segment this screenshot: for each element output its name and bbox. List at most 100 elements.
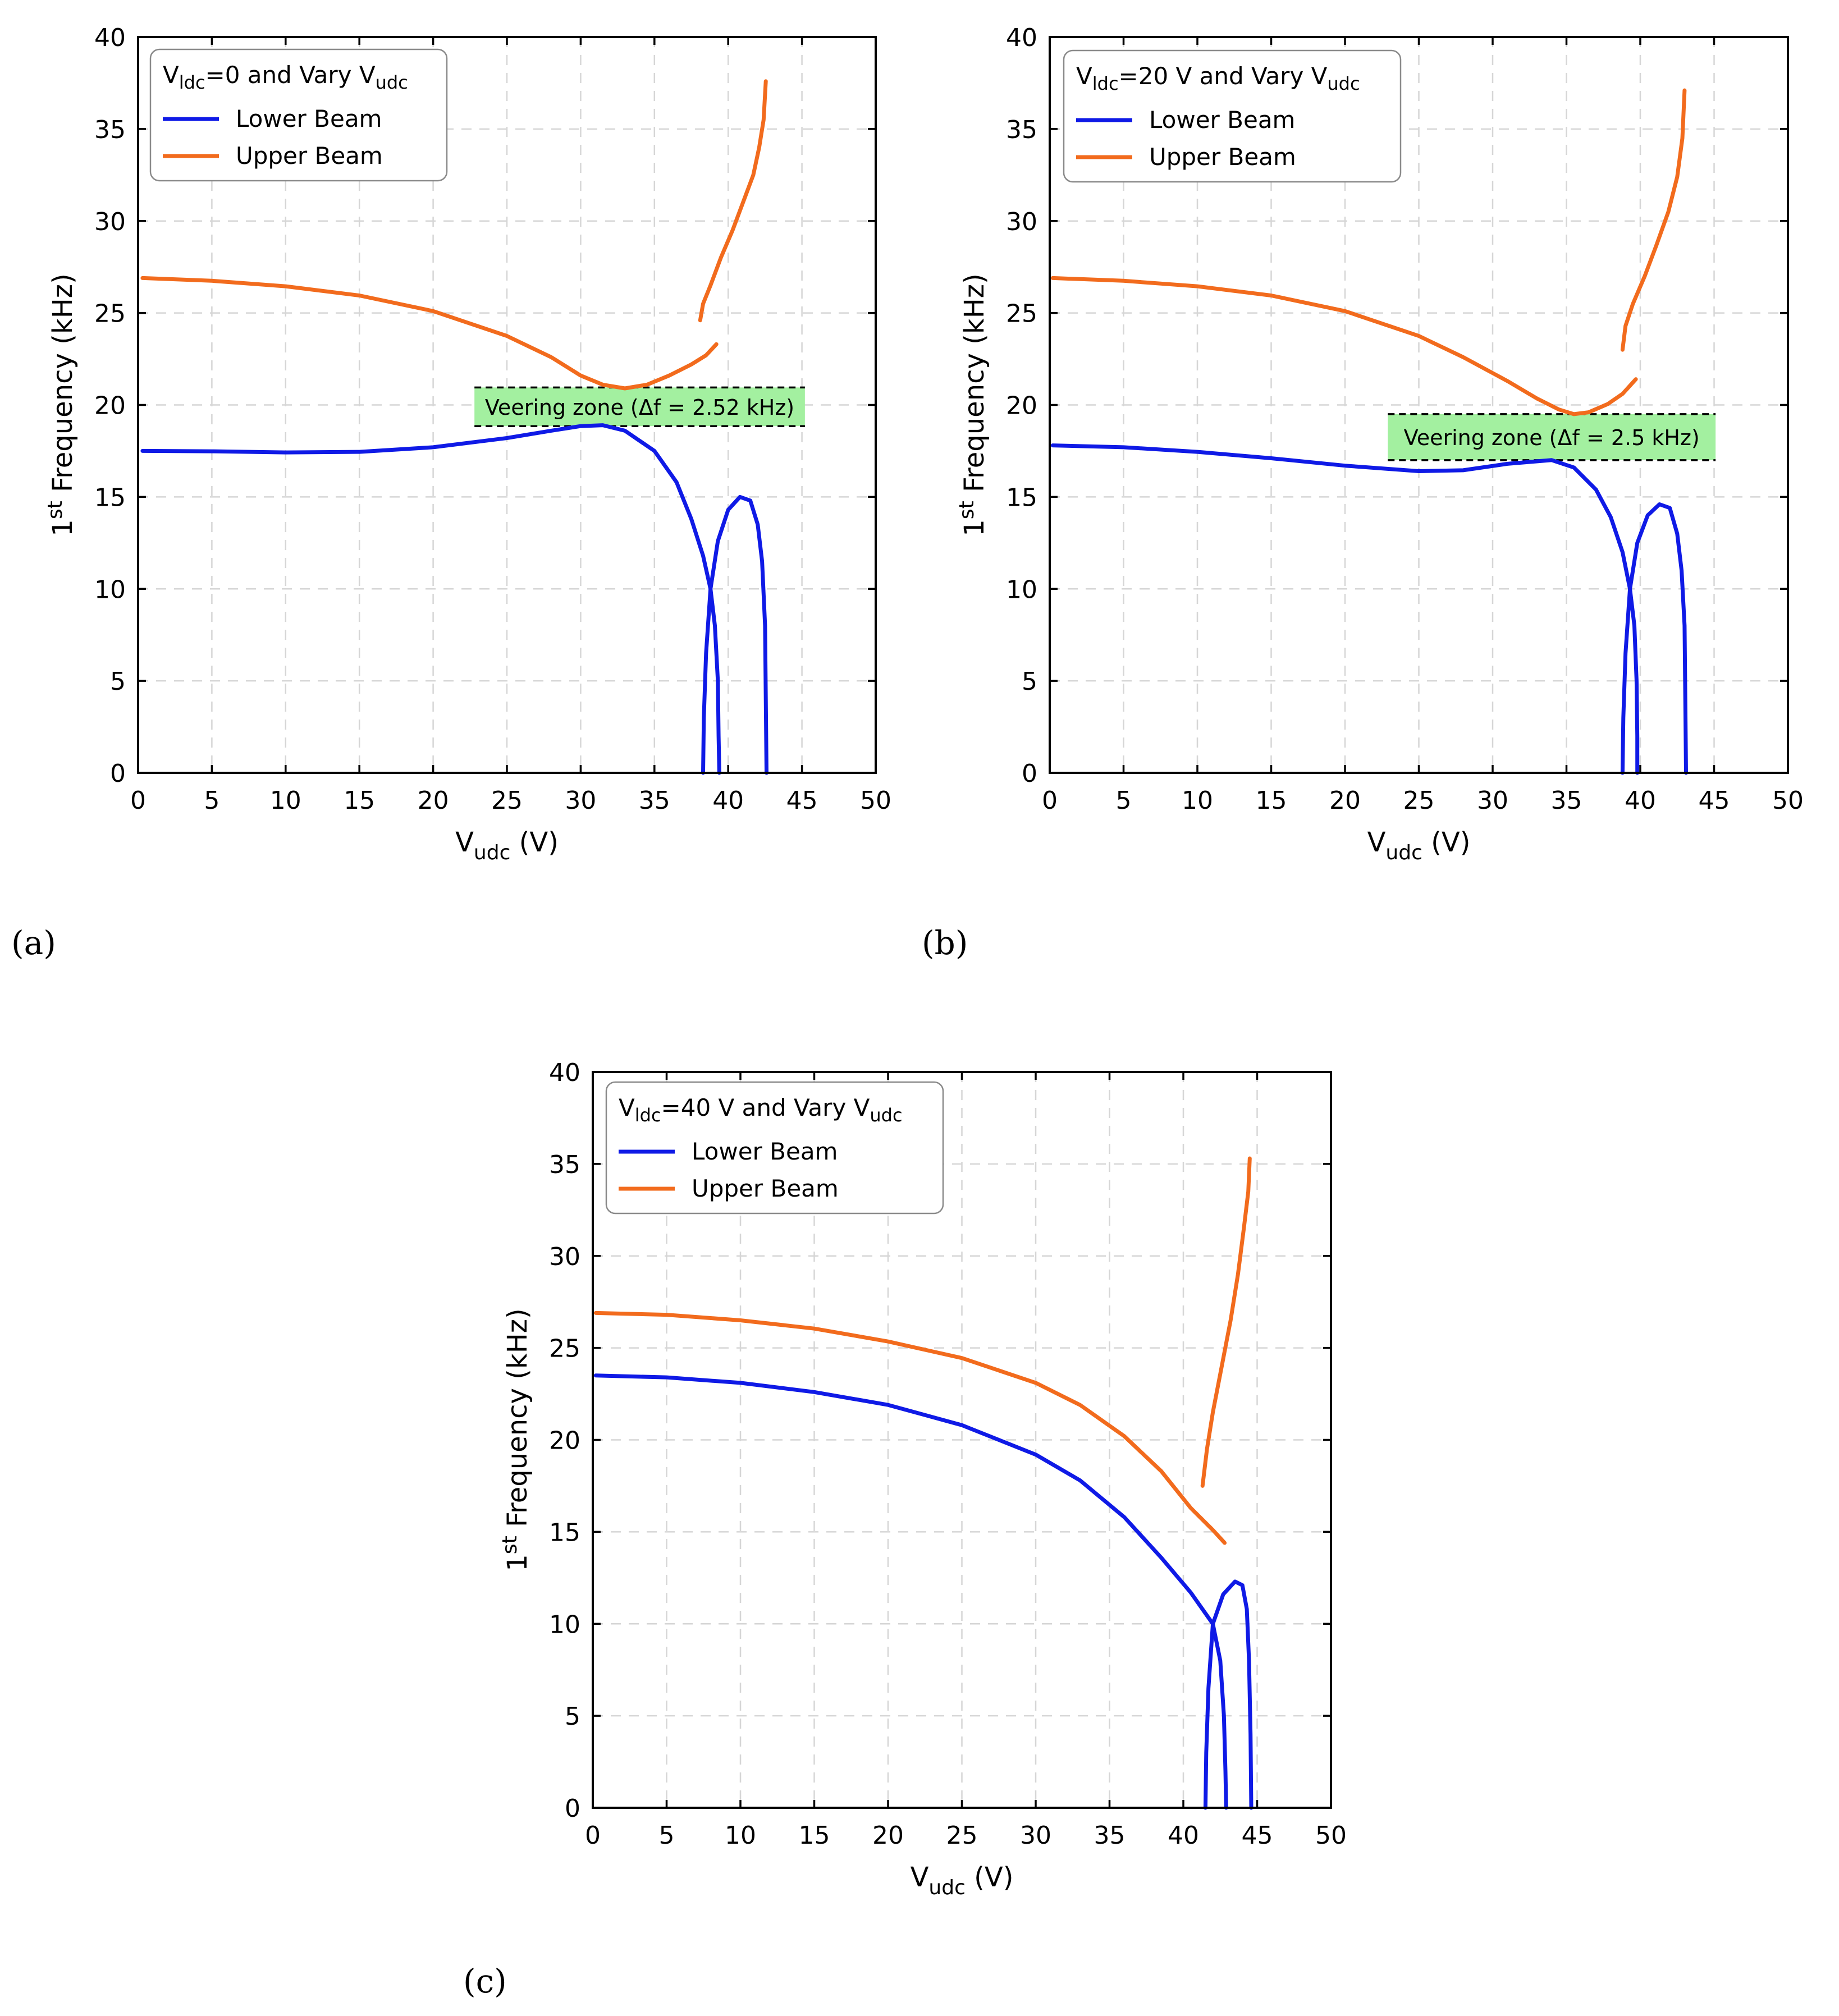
- panel-label: (a): [11, 924, 56, 962]
- y-tick-label: 10: [94, 575, 126, 604]
- x-tick-label: 50: [1315, 1821, 1347, 1850]
- legend-entry-lower-beam: Lower Beam: [1149, 106, 1295, 134]
- series-upper-beam-branch-2: [1620, 88, 1687, 352]
- series-lower-beam-branch-2: [1620, 502, 1688, 775]
- series-upper-beam-branch-2: [1200, 1156, 1252, 1488]
- x-tick-label: 50: [860, 786, 891, 815]
- x-tick-label: 25: [1403, 786, 1435, 815]
- x-tick-label: 45: [1242, 1821, 1273, 1850]
- y-tick-label: 20: [94, 392, 126, 420]
- veering-zone-band: [474, 387, 805, 427]
- y-tick-label: 25: [549, 1335, 580, 1363]
- x-tick-label: 5: [204, 786, 219, 815]
- x-tick-label: 40: [1168, 1821, 1199, 1850]
- x-tick-label: 30: [1477, 786, 1508, 815]
- y-tick-label: 0: [565, 1794, 580, 1823]
- y-axis-label: 1st Frequency (kHz): [498, 1308, 533, 1571]
- series-upper-beam-branch-1: [140, 276, 719, 391]
- y-tick-label: 0: [110, 759, 126, 788]
- series-upper-beam-branch-1: [593, 1311, 1227, 1545]
- panel-label: (c): [463, 1962, 507, 2000]
- legend-box: [605, 1081, 944, 1215]
- series-lower-beam-branch-1: [593, 1373, 1228, 1810]
- y-tick-label: 10: [1006, 575, 1037, 604]
- y-tick-label: 20: [1006, 392, 1037, 420]
- x-tick-label: 0: [1042, 786, 1058, 815]
- y-tick-label: 15: [1006, 483, 1037, 512]
- x-tick-label: 20: [872, 1821, 904, 1850]
- legend: Vldc=40 V and Vary Vudc Lower Beam Upper B…: [605, 1081, 944, 1215]
- y-axis-label: 1st Frequency (kHz): [44, 273, 79, 536]
- y-tick-label: 30: [94, 208, 126, 236]
- series-lower-beam-branch-2: [1203, 1579, 1254, 1810]
- series-upper-beam-branch-1: [1050, 276, 1638, 416]
- series-lower-beam-branch-1: [1050, 443, 1640, 775]
- y-tick-label: 30: [549, 1243, 580, 1271]
- x-tick-label: 20: [418, 786, 449, 815]
- legend-entry-upper-beam: Upper Beam: [1149, 143, 1296, 171]
- x-tick-label: 25: [491, 786, 523, 815]
- veering-zone-label: Veering zone (Δf = 2.5 kHz): [1404, 425, 1700, 450]
- x-tick-label: 15: [799, 1821, 830, 1850]
- y-tick-label: 0: [1022, 759, 1037, 788]
- x-tick-label: 40: [1625, 786, 1656, 815]
- x-tick-label: 30: [1020, 1821, 1051, 1850]
- x-tick-label: 15: [1256, 786, 1287, 815]
- legend-box: [1063, 49, 1402, 183]
- series-upper-beam-branch-2: [698, 79, 768, 323]
- series-lower-beam-branch-2: [701, 494, 768, 775]
- legend: Vldc=20 V and Vary Vudc Lower Beam Upper B…: [1063, 49, 1402, 183]
- x-tick-label: 35: [639, 786, 670, 815]
- chart-panel-a: Veering zone (Δf = 2.52 kHz) 0 5 10 15 20 25 30…: [11, 24, 891, 962]
- y-tick-label: 40: [549, 1059, 580, 1087]
- y-tick-label: 5: [1022, 667, 1037, 696]
- x-tick-label: 10: [270, 786, 301, 815]
- y-tick-label: 35: [549, 1151, 580, 1179]
- legend: Vldc=0 and Vary Vudc Lower Beam Upper Beam: [149, 48, 448, 182]
- x-tick-label: 0: [130, 786, 146, 815]
- legend-entry-upper-beam: Upper Beam: [236, 142, 383, 169]
- y-tick-label: 35: [94, 116, 126, 144]
- veering-zone-band: [1388, 414, 1716, 460]
- x-tick-label: 10: [1182, 786, 1213, 815]
- legend-entry-lower-beam: Lower Beam: [236, 105, 382, 132]
- series-lower-beam-branch-1: [140, 423, 721, 775]
- y-tick-label: 30: [1006, 208, 1037, 236]
- x-tick-label: 30: [565, 786, 596, 815]
- legend-title: Vldc=40 V and Vary Vudc: [619, 1094, 903, 1126]
- y-tick-label: 15: [94, 483, 126, 512]
- veering-zone-label: Veering zone (Δf = 2.52 kHz): [485, 395, 794, 420]
- legend-box: [149, 48, 448, 182]
- y-tick-label: 20: [549, 1427, 580, 1455]
- y-tick-label: 25: [1006, 300, 1037, 328]
- legend-title: Vldc=0 and Vary Vudc: [163, 61, 408, 93]
- x-axis-label: Vudc (V): [911, 1862, 1014, 1899]
- x-axis-label: Vudc (V): [1367, 827, 1471, 864]
- x-tick-label: 25: [946, 1821, 978, 1850]
- x-tick-label: 35: [1551, 786, 1582, 815]
- y-tick-label: 25: [94, 300, 126, 328]
- panel-label: (b): [922, 924, 968, 962]
- x-tick-label: 10: [725, 1821, 756, 1850]
- x-tick-label: 15: [344, 786, 375, 815]
- legend-entry-upper-beam: Upper Beam: [692, 1175, 839, 1202]
- legend-title: Vldc=20 V and Vary Vudc: [1076, 62, 1360, 94]
- y-tick-label: 5: [110, 667, 126, 696]
- legend-entry-lower-beam: Lower Beam: [692, 1138, 838, 1165]
- y-tick-label: 5: [565, 1702, 580, 1731]
- chart-panel-c: 0 5 10 15 20 25 30 35 40 45 50 0 5 10 15 20 25 30 35 40 Vudc…: [463, 1059, 1347, 2000]
- x-tick-label: 20: [1329, 786, 1361, 815]
- x-tick-label: 35: [1094, 1821, 1126, 1850]
- x-tick-label: 5: [659, 1821, 675, 1850]
- y-axis-label: 1st Frequency (kHz): [955, 273, 990, 536]
- x-tick-label: 45: [786, 786, 818, 815]
- x-tick-label: 0: [585, 1821, 601, 1850]
- y-tick-label: 40: [1006, 24, 1037, 52]
- chart-panel-b: Veering zone (Δf = 2.5 kHz) 0 5 10 15 20 25 30 3…: [922, 24, 1804, 962]
- x-tick-label: 45: [1699, 786, 1730, 815]
- y-tick-label: 15: [549, 1518, 580, 1547]
- y-tick-label: 10: [549, 1610, 580, 1639]
- x-tick-label: 5: [1116, 786, 1132, 815]
- x-tick-label: 40: [712, 786, 744, 815]
